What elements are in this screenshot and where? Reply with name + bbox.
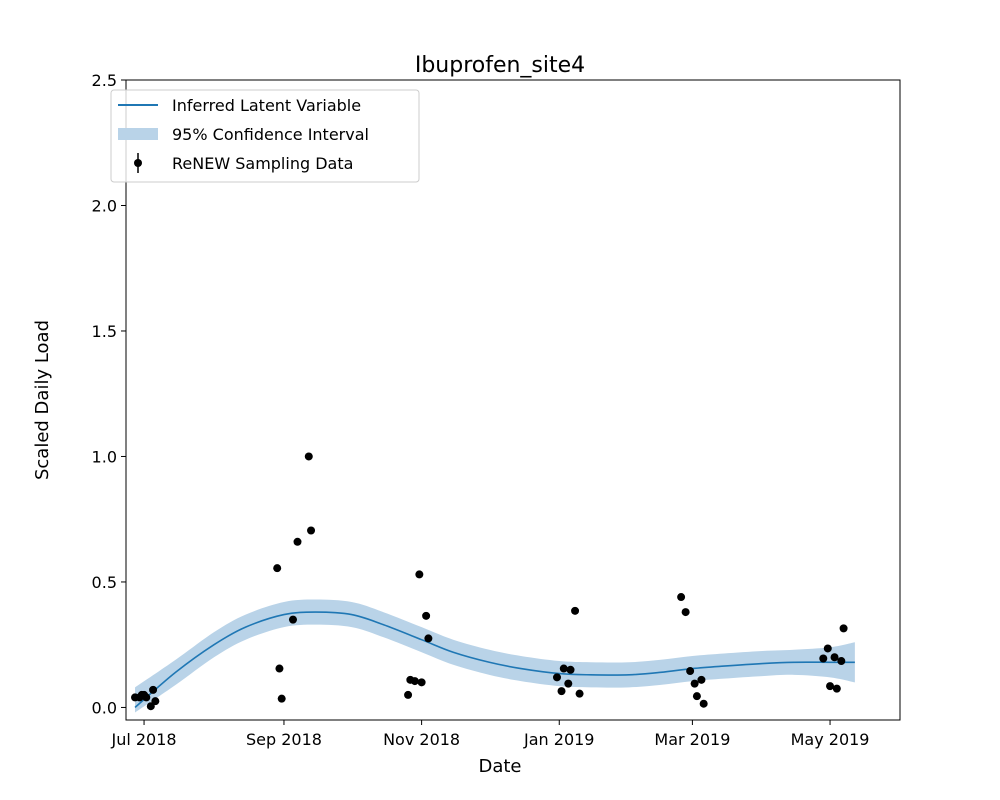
data-point xyxy=(404,690,413,699)
data-point xyxy=(575,689,584,698)
data-point xyxy=(830,653,839,662)
data-point xyxy=(304,452,313,461)
axes-layer: Jul 2018 Sep 2018 Nov 2018 Jan 2019 Mar 2019… xyxy=(92,71,901,749)
data-point xyxy=(699,699,708,708)
data-point xyxy=(677,593,686,602)
x-tick-label: Nov 2018 xyxy=(383,730,460,749)
legend-label-samples: ReNEW Sampling Data xyxy=(172,154,353,173)
data-point xyxy=(415,570,424,579)
chart-title: Ibuprofen_site4 xyxy=(415,53,585,78)
data-point xyxy=(681,608,690,617)
data-point xyxy=(832,684,841,693)
data-point xyxy=(410,677,419,686)
data-point xyxy=(826,682,835,691)
x-tick-label: Jul 2018 xyxy=(110,730,176,749)
data-point xyxy=(288,615,297,624)
x-tick-label: May 2019 xyxy=(791,730,870,749)
data-point xyxy=(553,673,561,682)
data-point xyxy=(566,665,575,674)
data-point xyxy=(417,678,426,687)
data-point xyxy=(690,679,699,688)
x-axis-label: Date xyxy=(478,756,521,777)
y-tick-label: 2.0 xyxy=(92,196,117,215)
x-tick-label: Mar 2019 xyxy=(654,730,730,749)
data-point xyxy=(557,687,566,696)
legend-band-swatch xyxy=(118,128,158,140)
y-tick-label: 1.0 xyxy=(92,447,117,466)
plot-frame xyxy=(125,79,901,721)
data-point xyxy=(839,624,848,633)
legend-box xyxy=(110,89,420,183)
data-point xyxy=(142,693,151,702)
data-point xyxy=(277,694,286,703)
data-point xyxy=(275,664,284,673)
data-point xyxy=(424,634,433,643)
legend: Inferred Latent Variable 95% Confidence … xyxy=(110,89,420,183)
data-point xyxy=(837,657,846,666)
latent-line-layer xyxy=(134,611,855,709)
data-point xyxy=(307,526,316,535)
data-point xyxy=(422,611,431,620)
legend-label-latent: Inferred Latent Variable xyxy=(172,96,361,115)
latent-line xyxy=(134,611,855,709)
confidence-band-layer xyxy=(135,599,855,713)
y-tick-label: 0.5 xyxy=(92,573,117,592)
data-point xyxy=(564,679,573,688)
y-axis-label: Scaled Daily Load xyxy=(32,320,53,480)
data-point xyxy=(686,667,695,676)
x-tick-label: Jan 2019 xyxy=(523,730,594,749)
data-points-layer xyxy=(131,452,848,711)
y-tick-label: 0.0 xyxy=(92,698,117,717)
data-point xyxy=(293,537,302,546)
legend-label-ci: 95% Confidence Interval xyxy=(172,125,369,144)
data-point xyxy=(697,675,706,684)
y-tick-label: 2.5 xyxy=(92,71,117,90)
y-tick-label: 1.5 xyxy=(92,322,117,341)
data-point xyxy=(149,685,158,694)
data-point xyxy=(823,644,832,653)
data-point xyxy=(692,692,701,701)
data-point xyxy=(559,664,568,673)
x-tick-label: Sep 2018 xyxy=(246,730,322,749)
data-point xyxy=(151,697,160,706)
confidence-band xyxy=(135,599,855,713)
data-point xyxy=(571,606,580,615)
data-point xyxy=(273,564,282,573)
legend-point-swatch xyxy=(134,159,142,167)
data-point xyxy=(819,654,828,663)
